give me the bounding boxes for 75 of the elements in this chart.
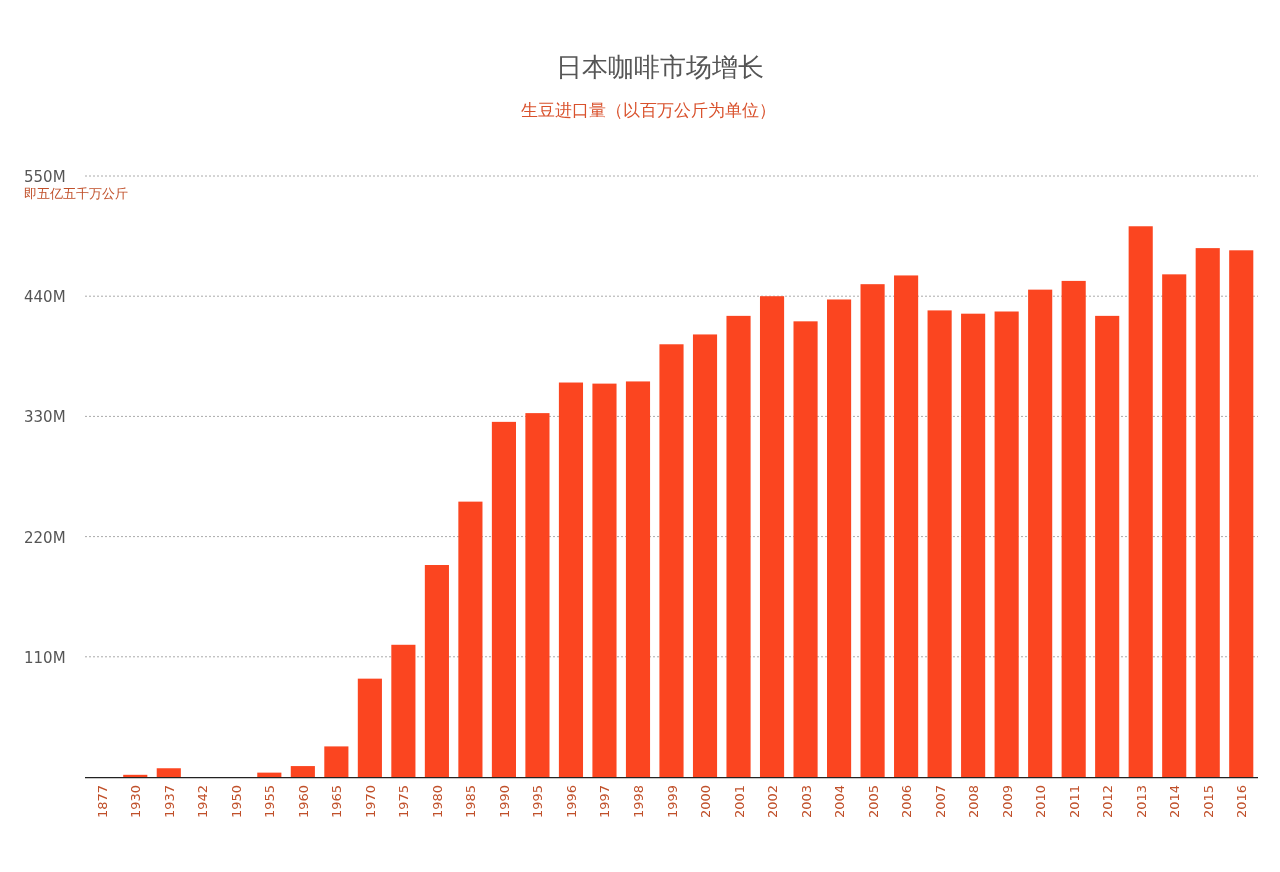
x-tick-label: 1930 xyxy=(128,785,144,819)
x-tick-label: 1999 xyxy=(664,785,680,819)
x-tick-label: 1995 xyxy=(530,785,546,819)
x-tick-label: 1942 xyxy=(195,785,211,819)
y-tick-label: 330M xyxy=(24,408,66,427)
bar xyxy=(1229,250,1254,777)
bar xyxy=(1195,248,1220,777)
bar xyxy=(357,678,382,777)
x-tick-label: 1996 xyxy=(563,785,579,819)
x-tick-label: 1937 xyxy=(161,785,177,819)
x-tick-label: 2008 xyxy=(966,785,982,819)
x-tick-label: 1877 xyxy=(94,785,110,819)
x-tick-label: 2002 xyxy=(765,785,781,819)
x-tick-label: 2015 xyxy=(1200,785,1216,819)
bar xyxy=(458,501,483,777)
bar xyxy=(793,321,818,777)
bar xyxy=(257,772,282,777)
bar xyxy=(1128,226,1153,777)
bar xyxy=(558,382,584,777)
x-tick-label: 2006 xyxy=(899,785,915,819)
x-tick-label: 2016 xyxy=(1234,785,1250,819)
x-tick-label: 2010 xyxy=(1033,785,1049,819)
x-tick-label: 1950 xyxy=(228,785,244,819)
bar xyxy=(156,768,181,777)
bar xyxy=(692,334,718,777)
bar xyxy=(391,644,416,777)
chart-title: 日本咖啡市场增长 xyxy=(556,52,764,82)
x-tick-label: 2004 xyxy=(832,785,848,819)
bar xyxy=(491,421,516,777)
x-tick-label: 2012 xyxy=(1100,785,1116,819)
x-tick-label: 1985 xyxy=(463,785,479,819)
x-tick-label: 2003 xyxy=(798,785,814,819)
x-tick-label: 1997 xyxy=(597,785,613,819)
x-tick-label: 1975 xyxy=(396,785,412,819)
bar xyxy=(525,413,550,777)
bar xyxy=(961,313,986,777)
x-tick-label: 2009 xyxy=(999,785,1015,819)
bar xyxy=(123,774,148,777)
y-tick-label: 220M xyxy=(24,528,66,547)
bar xyxy=(592,383,617,777)
x-tick-label: 1955 xyxy=(262,785,278,819)
bar xyxy=(994,311,1019,777)
y-tick-label: 110M xyxy=(24,648,66,667)
x-tick-label: 1990 xyxy=(496,785,512,819)
bar xyxy=(290,766,315,777)
bar xyxy=(324,746,349,777)
bar xyxy=(827,299,852,777)
x-tick-label: 1980 xyxy=(429,785,445,819)
bar xyxy=(860,284,885,777)
bar xyxy=(659,344,684,777)
bar xyxy=(1061,280,1086,777)
chart-subtitle: 生豆进口量（以百万公斤为单位） xyxy=(520,100,776,120)
annotation: 即五亿五千万公斤 xyxy=(24,186,128,201)
bar xyxy=(424,565,449,777)
bar xyxy=(759,296,785,777)
x-tick-label: 2007 xyxy=(932,785,948,819)
bar xyxy=(927,310,952,777)
y-tick-label: 440M xyxy=(24,288,66,307)
x-tick-label: 2005 xyxy=(865,785,881,819)
bar xyxy=(1162,274,1187,777)
bar xyxy=(625,381,651,777)
x-tick-label: 1965 xyxy=(329,785,345,819)
x-tick-label: 1960 xyxy=(295,785,311,819)
x-tick-label: 2001 xyxy=(731,785,747,819)
bar xyxy=(1028,289,1053,777)
x-tick-label: 2011 xyxy=(1066,785,1082,819)
bar xyxy=(726,315,751,777)
y-tick-label: 550M xyxy=(24,168,66,186)
x-tick-label: 1998 xyxy=(630,785,646,819)
x-tick-label: 2000 xyxy=(698,785,714,819)
x-tick-label: 1970 xyxy=(362,785,378,819)
x-tick-label: 2014 xyxy=(1167,785,1183,819)
bar xyxy=(1095,315,1120,777)
x-tick-label: 2013 xyxy=(1133,785,1149,819)
bar xyxy=(894,275,919,777)
